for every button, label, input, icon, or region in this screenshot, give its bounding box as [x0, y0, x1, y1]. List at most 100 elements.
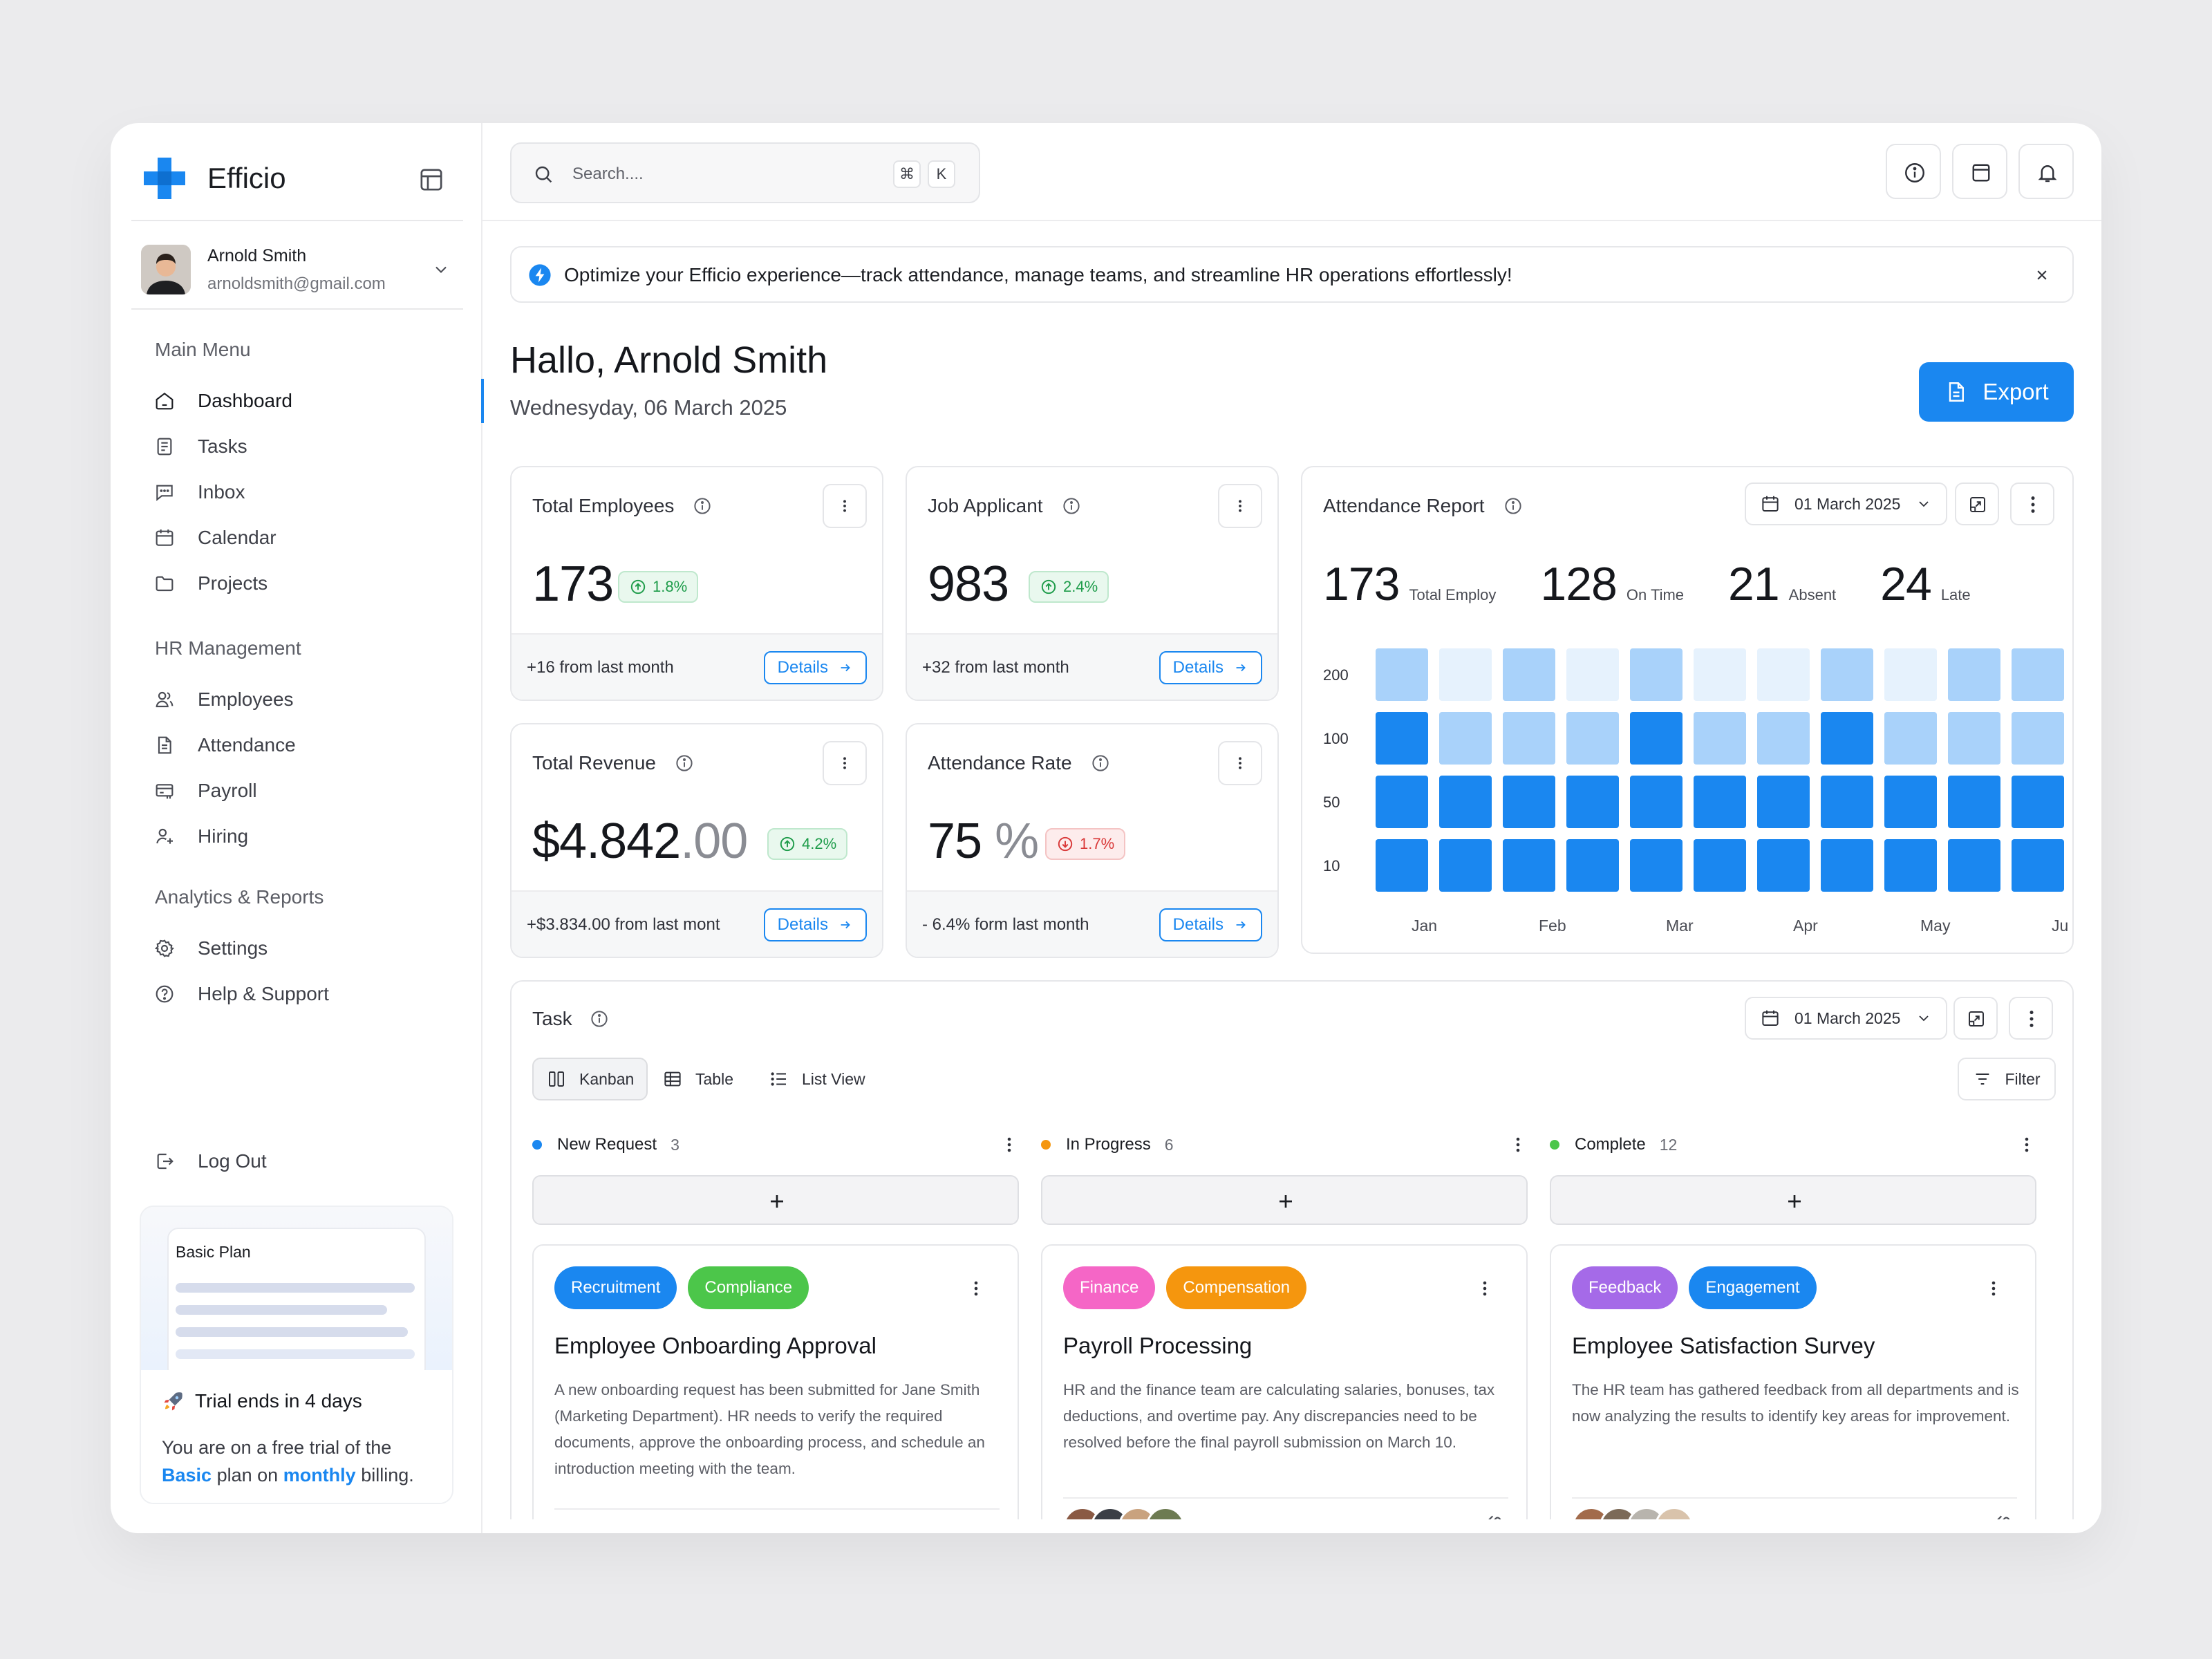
sidebar-item-payroll[interactable]: Payroll: [153, 771, 458, 810]
tab-list-view[interactable]: List View: [756, 1058, 878, 1100]
heatmap-cell[interactable]: [1694, 776, 1746, 828]
assignee-avatar[interactable]: [1146, 1507, 1185, 1519]
heatmap-cell[interactable]: [2012, 648, 2064, 701]
sidebar-item-hiring[interactable]: Hiring: [153, 817, 458, 856]
heatmap-cell[interactable]: [1566, 776, 1619, 828]
tag-recruitment[interactable]: Recruitment: [554, 1266, 677, 1309]
task-card[interactable]: Finance Compensation Payroll Processing …: [1041, 1244, 1528, 1519]
heatmap-cell[interactable]: [1566, 648, 1619, 701]
heatmap-cell[interactable]: [1948, 776, 2000, 828]
kebab-icon[interactable]: [1985, 1280, 2002, 1297]
heatmap-cell[interactable]: [1757, 776, 1810, 828]
heatmap-cell[interactable]: [1376, 839, 1428, 892]
heatmap-cell[interactable]: [1821, 776, 1873, 828]
logout-button[interactable]: Log Out: [153, 1142, 458, 1181]
sidebar-item-settings[interactable]: Settings: [153, 929, 458, 968]
more-options-button[interactable]: [2010, 482, 2054, 525]
heatmap-cell[interactable]: [1503, 712, 1555, 765]
heatmap-cell[interactable]: [1376, 776, 1428, 828]
attachment-icon[interactable]: [1483, 1512, 1506, 1519]
sidebar-toggle-icon[interactable]: [418, 166, 445, 194]
heatmap-cell[interactable]: [1439, 648, 1492, 701]
heatmap-cell[interactable]: [1884, 839, 1937, 892]
heatmap-cell[interactable]: [2012, 839, 2064, 892]
sidebar-item-inbox[interactable]: Inbox: [153, 473, 458, 512]
heatmap-cell[interactable]: [1948, 712, 2000, 765]
info-icon[interactable]: [1503, 496, 1524, 516]
tag-compensation[interactable]: Compensation: [1166, 1266, 1307, 1309]
info-icon[interactable]: [1061, 496, 1082, 516]
more-options-button[interactable]: [823, 484, 867, 528]
attachment-icon[interactable]: [1992, 1512, 2014, 1519]
kebab-icon[interactable]: [1477, 1280, 1493, 1297]
heatmap-cell[interactable]: [1757, 648, 1810, 701]
info-icon[interactable]: [1090, 753, 1111, 774]
kebab-icon[interactable]: [1001, 1136, 1018, 1153]
close-icon[interactable]: [2032, 265, 2052, 285]
search-input[interactable]: Search.... ⌘ K: [510, 142, 980, 203]
info-icon[interactable]: [692, 496, 713, 516]
more-options-button[interactable]: [823, 741, 867, 785]
info-icon[interactable]: [674, 753, 695, 774]
export-button[interactable]: Export: [1919, 362, 2074, 422]
kebab-icon[interactable]: [2018, 1136, 2035, 1153]
info-icon[interactable]: [589, 1009, 610, 1029]
details-button[interactable]: Details: [1159, 908, 1262, 941]
more-options-button[interactable]: [2009, 997, 2053, 1040]
trial-plan-link[interactable]: Basic: [162, 1465, 212, 1485]
heatmap-cell[interactable]: [1630, 712, 1683, 765]
heatmap-cell[interactable]: [1694, 648, 1746, 701]
details-button[interactable]: Details: [763, 908, 867, 941]
sidebar-item-calendar[interactable]: Calendar: [153, 518, 458, 557]
tag-engagement[interactable]: Engagement: [1689, 1266, 1817, 1309]
heatmap-cell[interactable]: [1630, 776, 1683, 828]
more-options-button[interactable]: [1218, 484, 1262, 528]
add-task-button[interactable]: [1550, 1175, 2036, 1225]
tag-feedback[interactable]: Feedback: [1572, 1266, 1678, 1309]
heatmap-cell[interactable]: [1566, 839, 1619, 892]
heatmap-cell[interactable]: [1884, 776, 1937, 828]
heatmap-cell[interactable]: [1884, 712, 1937, 765]
tag-compliance[interactable]: Compliance: [688, 1266, 809, 1309]
heatmap-cell[interactable]: [1757, 712, 1810, 765]
task-date-picker[interactable]: 01 March 2025: [1745, 997, 1948, 1040]
heatmap-cell[interactable]: [1503, 776, 1555, 828]
heatmap-cell[interactable]: [1694, 712, 1746, 765]
info-button[interactable]: [1886, 144, 1941, 199]
heatmap-cell[interactable]: [1757, 839, 1810, 892]
heatmap-cell[interactable]: [1376, 712, 1428, 765]
task-card[interactable]: Recruitment Compliance Employee Onboardi…: [532, 1244, 1019, 1519]
heatmap-cell[interactable]: [1948, 839, 2000, 892]
kebab-icon[interactable]: [1510, 1136, 1526, 1153]
heatmap-cell[interactable]: [1630, 648, 1683, 701]
tag-finance[interactable]: Finance: [1063, 1266, 1156, 1309]
add-task-button[interactable]: [532, 1175, 1019, 1225]
heatmap-cell[interactable]: [1376, 648, 1428, 701]
heatmap-cell[interactable]: [1821, 839, 1873, 892]
heatmap-cell[interactable]: [2012, 712, 2064, 765]
expand-button[interactable]: [1953, 997, 1998, 1040]
heatmap-cell[interactable]: [1503, 648, 1555, 701]
heatmap-cell[interactable]: [1884, 648, 1937, 701]
expand-button[interactable]: [1955, 482, 1999, 525]
details-button[interactable]: Details: [1159, 651, 1262, 684]
window-button[interactable]: [1952, 144, 2007, 199]
heatmap-cell[interactable]: [1439, 776, 1492, 828]
heatmap-cell[interactable]: [1821, 648, 1873, 701]
tab-table[interactable]: Table: [650, 1058, 746, 1100]
kebab-icon[interactable]: [968, 1280, 984, 1297]
sidebar-item-projects[interactable]: Projects: [153, 564, 458, 603]
heatmap-cell[interactable]: [1694, 839, 1746, 892]
add-task-button[interactable]: [1041, 1175, 1528, 1225]
heatmap-cell[interactable]: [1948, 648, 2000, 701]
trial-cycle-link[interactable]: monthly: [283, 1465, 356, 1485]
tab-kanban[interactable]: Kanban: [532, 1058, 648, 1100]
heatmap-cell[interactable]: [1630, 839, 1683, 892]
heatmap-cell[interactable]: [2012, 776, 2064, 828]
notifications-button[interactable]: [2018, 144, 2074, 199]
heatmap-cell[interactable]: [1566, 712, 1619, 765]
filter-button[interactable]: Filter: [1958, 1058, 2056, 1100]
heatmap-cell[interactable]: [1503, 839, 1555, 892]
attendance-date-picker[interactable]: 01 March 2025: [1745, 482, 1948, 525]
heatmap-cell[interactable]: [1439, 712, 1492, 765]
